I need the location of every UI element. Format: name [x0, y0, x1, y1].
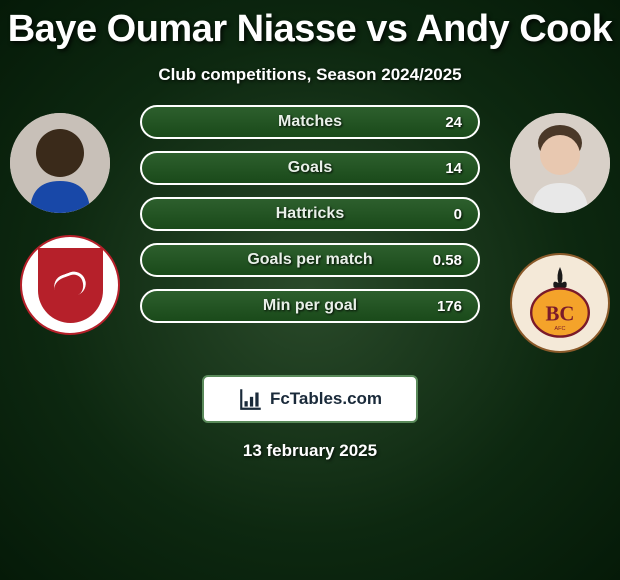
player-right-club-badge: BC AFC [510, 253, 610, 353]
stat-row-goals: Goals 14 [140, 151, 480, 185]
player-left-silhouette [10, 113, 110, 213]
stat-row-min-per-goal: Min per goal 176 [140, 289, 480, 323]
page-title: Baye Oumar Niasse vs Andy Cook [0, 0, 620, 51]
bradford-badge-icon: BC AFC [520, 263, 600, 343]
stat-value: 0.58 [433, 252, 462, 269]
subtitle: Club competitions, Season 2024/2025 [0, 65, 620, 85]
stat-row-goals-per-match: Goals per match 0.58 [140, 243, 480, 277]
svg-text:BC: BC [546, 303, 575, 326]
stat-value: 176 [437, 298, 462, 315]
stat-value: 0 [454, 206, 462, 223]
morecambe-shield [38, 248, 103, 323]
stat-label: Matches [278, 113, 342, 131]
stat-label: Min per goal [263, 297, 357, 315]
source-badge[interactable]: FcTables.com [202, 375, 418, 423]
player-right-silhouette [510, 113, 610, 213]
stat-value: 24 [445, 114, 462, 131]
stat-row-matches: Matches 24 [140, 105, 480, 139]
stat-value: 14 [445, 160, 462, 177]
stat-row-hattricks: Hattricks 0 [140, 197, 480, 231]
stat-label: Goals per match [247, 251, 372, 269]
source-label: FcTables.com [270, 389, 382, 409]
player-left-avatar [10, 113, 110, 213]
player-left-club-badge [20, 235, 120, 335]
stat-label: Goals [288, 159, 332, 177]
comparison-content: BC AFC Matches 24 Goals 14 Hattricks 0 G… [0, 113, 620, 373]
date-label: 13 february 2025 [0, 441, 620, 461]
stats-bars: Matches 24 Goals 14 Hattricks 0 Goals pe… [140, 105, 480, 335]
svg-text:AFC: AFC [554, 326, 565, 332]
shrimp-icon [51, 268, 89, 301]
chart-icon [238, 386, 264, 412]
stat-label: Hattricks [276, 205, 344, 223]
player-right-avatar [510, 113, 610, 213]
